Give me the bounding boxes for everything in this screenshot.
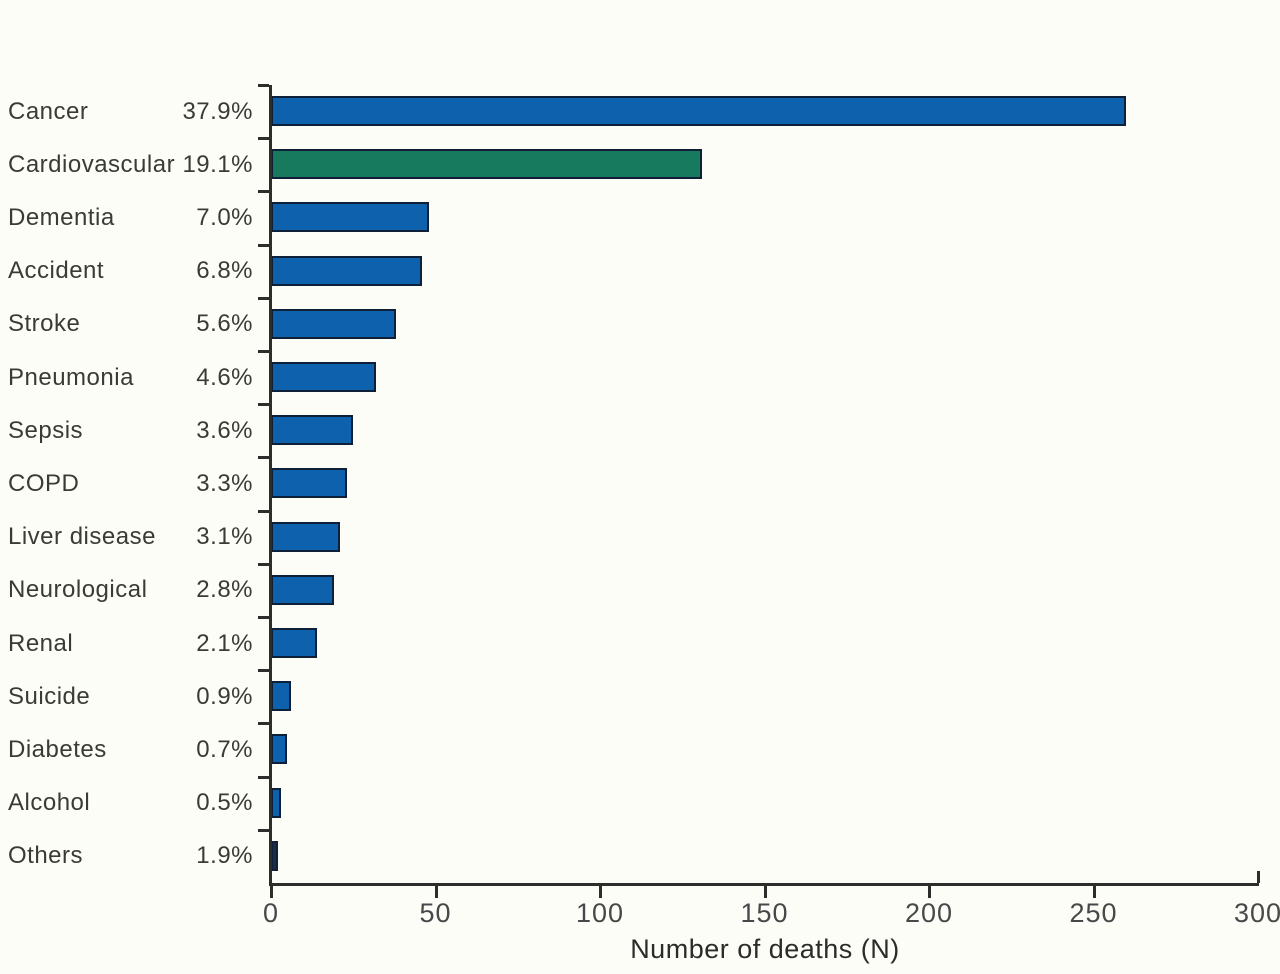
percent-label-stroke: 5.6%	[196, 310, 253, 338]
bar-sepsis	[271, 415, 354, 446]
x-tick-label-250: 250	[1069, 898, 1118, 928]
percent-label-alcohol: 0.5%	[196, 789, 253, 817]
bar-copd	[271, 468, 347, 499]
x-axis-title: Number of deaths (N)	[630, 934, 900, 964]
x-axis-tick	[599, 886, 602, 898]
y-axis-tick	[258, 722, 269, 726]
y-axis-tick	[258, 403, 269, 407]
y-axis-tick	[258, 828, 269, 832]
y-axis-tick	[258, 137, 269, 141]
percent-label-neurological: 2.8%	[196, 576, 253, 604]
x-tick-label-50: 50	[419, 898, 452, 928]
percent-label-pneumonia: 4.6%	[196, 363, 253, 391]
category-label-neurological: Neurological	[8, 576, 148, 604]
percent-label-diabetes: 0.7%	[196, 736, 253, 763]
bar-stroke	[271, 308, 397, 339]
bar-alcohol	[271, 787, 281, 818]
category-label-others: Others	[8, 842, 84, 870]
y-axis-tick	[258, 775, 269, 779]
percent-label-dementia: 7.0%	[196, 204, 253, 231]
category-label-suicide: Suicide	[8, 682, 91, 710]
percent-label-sepsis: 3.6%	[196, 416, 253, 444]
y-axis-tick	[258, 350, 269, 353]
x-tick-label-0: 0	[262, 898, 280, 928]
category-label-pneumonia: Pneumonia	[8, 363, 134, 391]
percent-label-accident: 6.8%	[196, 257, 253, 285]
category-label-renal: Renal	[8, 629, 74, 657]
x-axis-tick	[270, 886, 273, 898]
percent-label-cancer: 37.9%	[182, 97, 253, 125]
category-label-copd: COPD	[8, 470, 80, 497]
category-label-stroke: Stroke	[8, 310, 81, 338]
category-label-diabetes: Diabetes	[8, 736, 107, 763]
bar-dementia	[271, 202, 429, 233]
x-tick-label-200: 200	[904, 898, 954, 928]
y-axis-line	[269, 85, 272, 883]
y-axis-tick	[258, 616, 269, 619]
category-label-alcohol: Alcohol	[8, 789, 91, 817]
bar-cancer	[271, 96, 1127, 126]
bar-suicide	[271, 681, 291, 712]
x-axis-end-cap	[1257, 871, 1260, 883]
x-tick-label-100: 100	[575, 898, 625, 928]
bar-cardiovascular	[271, 149, 702, 180]
bar-diabetes	[271, 734, 288, 765]
x-tick-label-150: 150	[740, 898, 789, 928]
y-axis-tick	[258, 669, 269, 673]
percent-label-copd: 3.3%	[196, 470, 253, 497]
y-axis-tick	[258, 562, 269, 566]
y-axis-tick	[258, 243, 269, 247]
category-label-cancer: Cancer	[8, 97, 89, 125]
percent-label-liver-disease: 3.1%	[196, 523, 253, 551]
y-axis-tick	[258, 509, 269, 513]
y-axis-tick	[258, 296, 269, 300]
x-axis-tick	[763, 886, 767, 898]
y-axis-tick	[258, 190, 269, 194]
x-axis-tick	[434, 886, 438, 898]
x-axis-line	[269, 883, 1259, 886]
percent-label-suicide: 0.9%	[196, 682, 253, 710]
category-label-liver-disease: Liver disease	[8, 523, 156, 551]
x-tick-label-300: 300	[1233, 898, 1280, 928]
bar-accident	[271, 255, 423, 286]
category-label-dementia: Dementia	[8, 204, 115, 231]
bar-liver-disease	[271, 521, 341, 552]
category-label-accident: Accident	[8, 257, 105, 285]
bar-neurological	[271, 574, 334, 605]
percent-label-renal: 2.1%	[196, 629, 253, 657]
x-axis-tick	[928, 886, 931, 898]
y-axis-tick	[258, 456, 269, 460]
category-label-cardiovascular: Cardiovascular	[8, 150, 176, 178]
percent-label-others: 1.9%	[196, 842, 253, 870]
y-axis-tick	[258, 84, 269, 87]
bar-renal	[271, 628, 318, 658]
bar-pneumonia	[271, 362, 377, 392]
category-label-sepsis: Sepsis	[8, 416, 84, 444]
percent-label-cardiovascular: 19.1%	[182, 150, 253, 178]
x-axis-tick	[1092, 886, 1096, 898]
